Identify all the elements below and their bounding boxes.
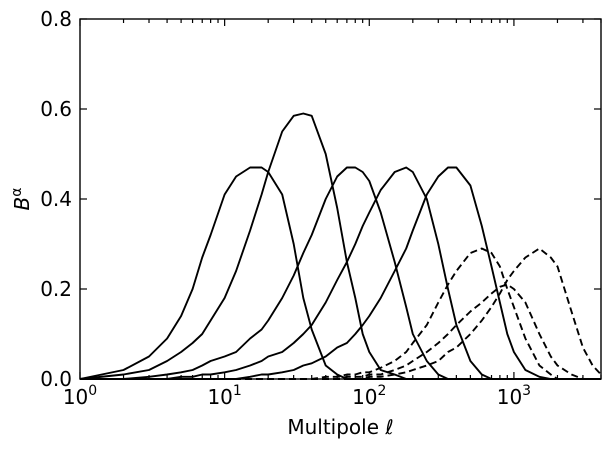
y-axis-label: Bα [9, 188, 34, 211]
y-tick-label: 0.8 [40, 7, 72, 31]
series-line-8 [80, 247, 602, 380]
axis-ticks [79, 18, 602, 380]
plot-frame [79, 18, 602, 380]
x-tick-label: 102 [352, 383, 386, 409]
plot-area [79, 112, 602, 380]
x-axis-label: Multipole ℓ [287, 415, 393, 439]
y-tick-labels: 0.0 0.2 0.4 0.6 0.8 [40, 7, 72, 391]
y-tick-label: 0.4 [40, 187, 72, 211]
x-tick-label: 103 [497, 383, 531, 409]
x-tick-labels: 100 101 102 103 [63, 383, 531, 409]
series-line-6 [80, 247, 601, 380]
y-tick-label: 0.0 [40, 367, 72, 391]
y-tick-label: 0.6 [40, 97, 72, 121]
x-tick-label: 101 [207, 383, 241, 409]
series-line-2 [79, 112, 601, 380]
y-tick-label: 0.2 [40, 277, 72, 301]
x-tick-label: 100 [63, 383, 97, 409]
